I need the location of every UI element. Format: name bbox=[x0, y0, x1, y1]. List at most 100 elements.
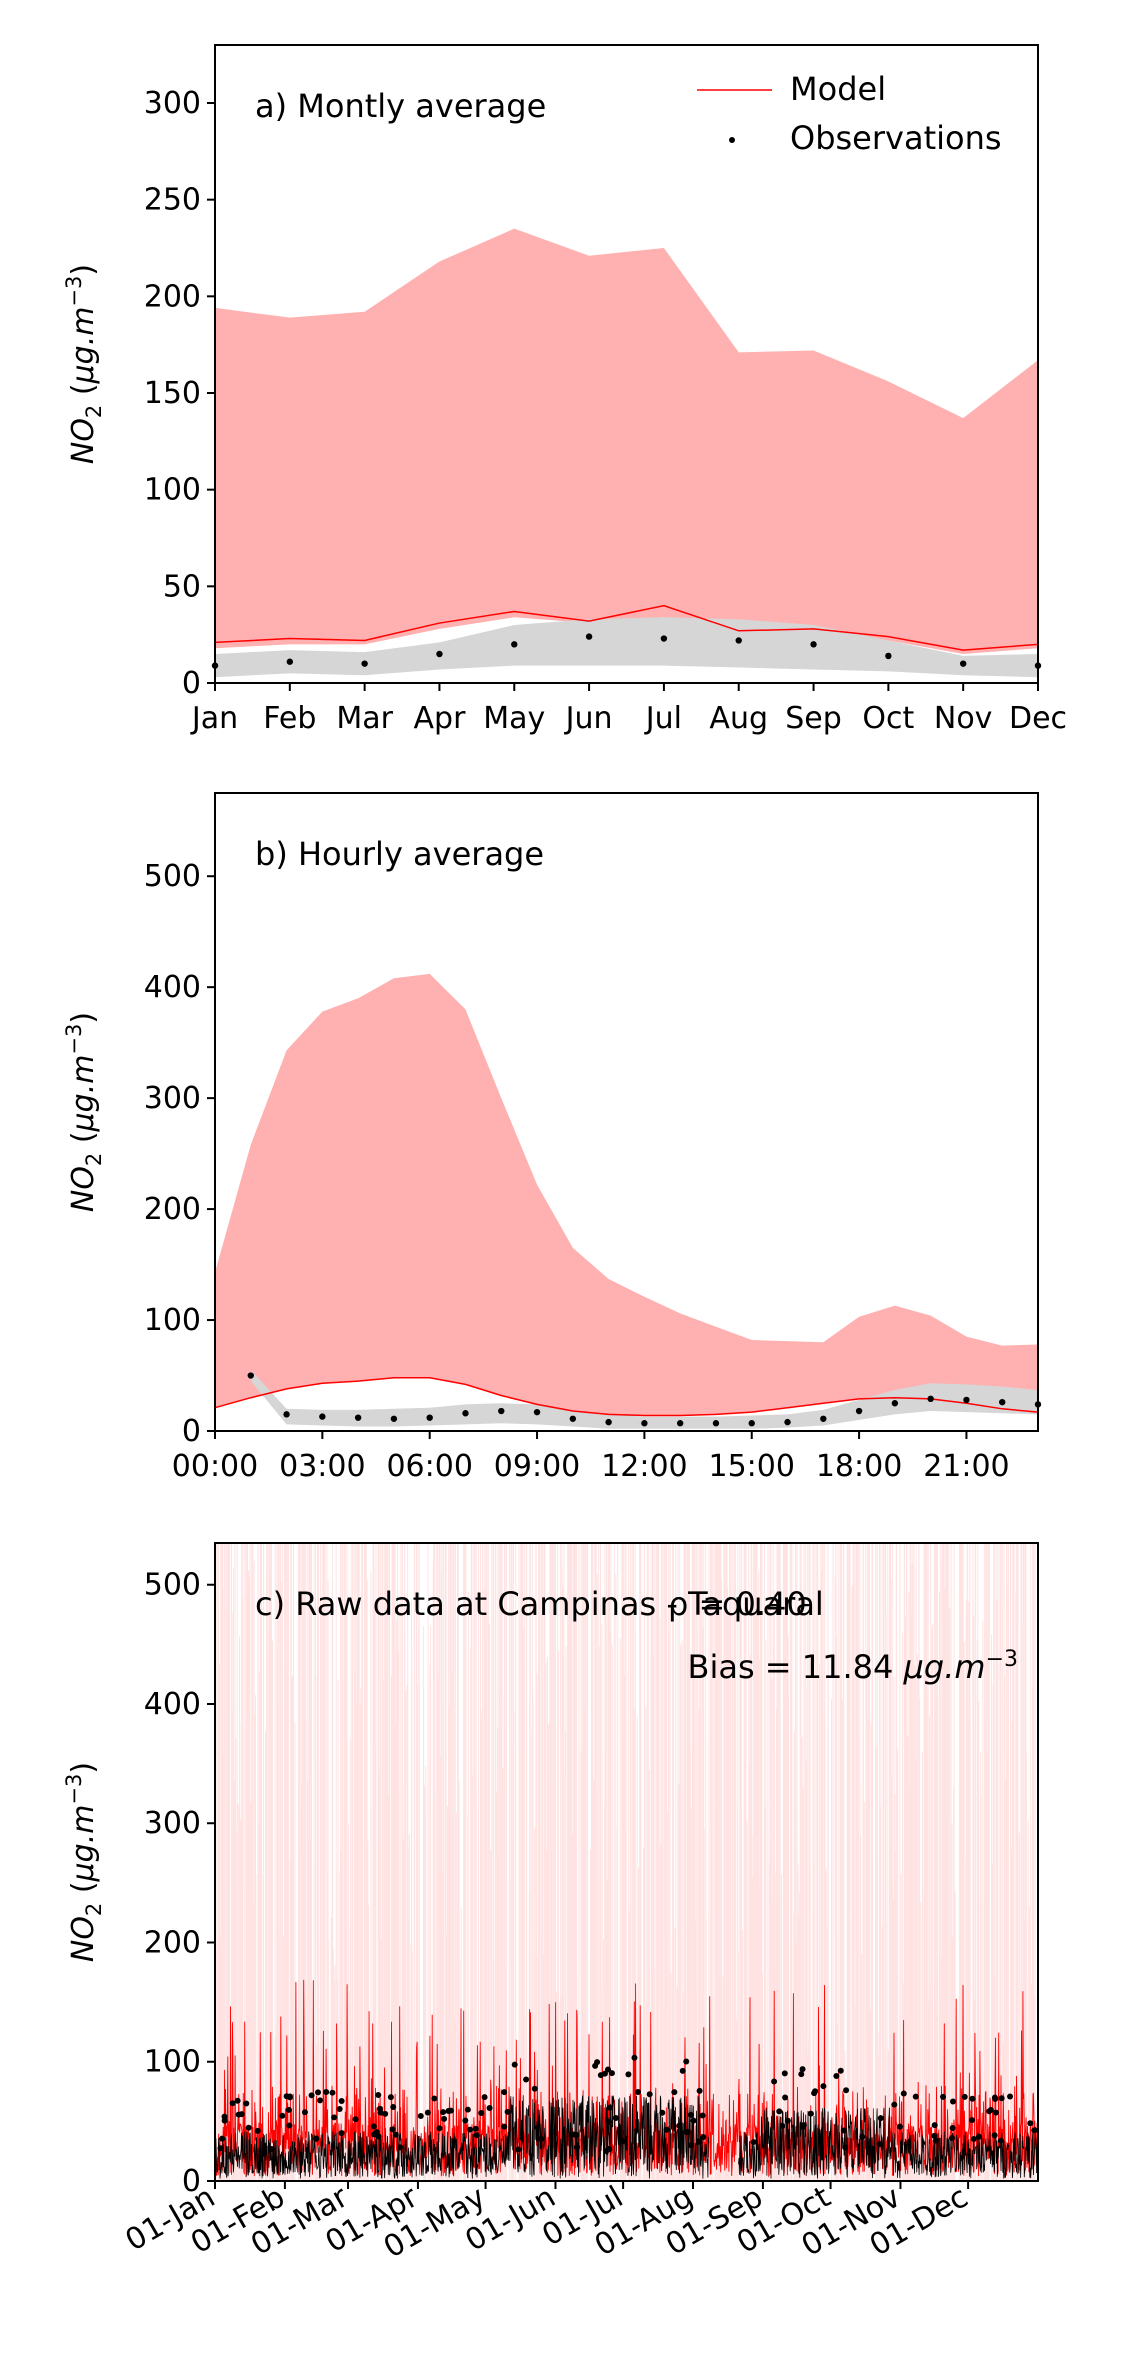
observation-peak-point bbox=[799, 2066, 806, 2073]
y-tick-label: 0 bbox=[182, 2164, 201, 2199]
observation-peak-point bbox=[377, 2105, 384, 2112]
observation-peak-point bbox=[961, 2093, 968, 2100]
observation-peak-point bbox=[268, 2146, 275, 2153]
observation-peak-point bbox=[900, 2090, 907, 2097]
observation-peak-point bbox=[842, 2144, 849, 2151]
observation-point bbox=[390, 1415, 398, 1422]
x-tick-label: 15:00 bbox=[709, 1449, 795, 1484]
observation-peak-point bbox=[317, 2097, 324, 2104]
observation-peak-point bbox=[859, 2133, 866, 2140]
observation-point bbox=[885, 652, 892, 660]
observation-point bbox=[426, 1414, 433, 1421]
y-tick-label: 400 bbox=[144, 1687, 201, 1722]
observation-peak-point bbox=[285, 2106, 292, 2113]
hourly-axes-frame bbox=[214, 792, 1039, 1432]
raw-y-label: NO2 (μg.m−3) bbox=[62, 1762, 106, 1962]
x-tick-label: 06:00 bbox=[386, 1449, 472, 1484]
observation-peak-point bbox=[523, 2076, 530, 2083]
observation-peak-point bbox=[245, 2124, 252, 2131]
observation-peak-point bbox=[700, 2134, 707, 2141]
observation-peak-point bbox=[750, 2139, 757, 2146]
model-range-band bbox=[215, 228, 1038, 654]
x-tick-label: 09:00 bbox=[494, 1449, 580, 1484]
observation-point bbox=[319, 1413, 326, 1420]
observation-peak-point bbox=[696, 2138, 703, 2145]
y-tick-label: 300 bbox=[144, 1806, 201, 1841]
observation-peak-point bbox=[619, 2137, 626, 2144]
observation-peak-point bbox=[992, 2109, 999, 2116]
legend: Model Observations bbox=[697, 70, 1002, 157]
observation-peak-point bbox=[631, 2054, 638, 2061]
observation-peak-point bbox=[573, 2144, 580, 2151]
observation-point bbox=[585, 633, 593, 640]
monthly-axes-frame bbox=[214, 44, 1039, 684]
observation-peak-point bbox=[833, 2072, 840, 2079]
observation-peak-point bbox=[336, 2105, 343, 2112]
observation-peak-point bbox=[696, 2087, 703, 2094]
hourly-title: b) Hourly average bbox=[255, 835, 544, 873]
y-tick-label: 500 bbox=[144, 859, 201, 894]
observation-peak-point bbox=[424, 2109, 431, 2116]
legend-model-label: Model bbox=[790, 70, 886, 108]
observation-point bbox=[999, 1398, 1006, 1406]
observation-peak-point bbox=[798, 2071, 805, 2078]
raw-axes-frame bbox=[214, 1542, 1039, 2182]
x-tick-label: 00:00 bbox=[172, 1449, 258, 1484]
bias-annotation: Bias = 11.84 μg.m−3 bbox=[687, 1647, 1018, 1686]
panel-raw: 0 100 200 300 400 500 01-Jan01-Feb01-Mar01-Ap… bbox=[62, 1542, 1039, 2265]
observation-peak-point bbox=[940, 2093, 947, 2100]
observation-point bbox=[820, 1415, 827, 1422]
y-tick-label: 200 bbox=[144, 279, 201, 314]
observation-peak-point bbox=[975, 2133, 982, 2140]
y-tick-label: 100 bbox=[144, 1303, 201, 1338]
observation-peak-point bbox=[440, 2109, 447, 2116]
observation-peak-point bbox=[501, 2123, 508, 2130]
observation-peak-point bbox=[481, 2094, 488, 2101]
hourly-x-axis: 00:00 03:00 06:00 09:00 12:00 15:00 18:00 21:00 bbox=[172, 1431, 1010, 1484]
observation-peak-point bbox=[370, 2123, 377, 2130]
observation-peak-point bbox=[683, 2058, 690, 2065]
y-tick-label: 200 bbox=[144, 1925, 201, 1960]
monthly-title: a) Montly average bbox=[255, 87, 546, 125]
observation-peak-point bbox=[467, 2126, 474, 2133]
observation-point bbox=[660, 635, 668, 642]
observation-peak-point bbox=[608, 2070, 615, 2077]
observation-point bbox=[748, 1420, 755, 1427]
observation-peak-point bbox=[390, 2104, 397, 2111]
observation-peak-point bbox=[891, 2101, 898, 2108]
model-mean-line bbox=[214, 604, 1039, 651]
observation-peak-point bbox=[987, 2106, 994, 2113]
x-tick-label: May bbox=[483, 701, 545, 736]
x-tick-label: Sep bbox=[785, 701, 842, 736]
observation-point bbox=[286, 658, 294, 665]
observation-peak-point bbox=[473, 2132, 480, 2139]
observation-point bbox=[641, 1420, 648, 1427]
observation-peak-point bbox=[308, 2092, 315, 2099]
observation-peak-point bbox=[948, 2134, 955, 2141]
observation-peak-point bbox=[612, 2114, 619, 2121]
observation-peak-point bbox=[338, 2130, 345, 2137]
observation-peak-point bbox=[663, 2126, 670, 2133]
x-tick-label: Jan bbox=[190, 701, 238, 736]
y-tick-label: 250 bbox=[144, 183, 201, 218]
observation-peak-point bbox=[782, 2094, 789, 2101]
observation-point bbox=[498, 1407, 505, 1415]
observation-point bbox=[462, 1410, 469, 1417]
y-tick-label: 50 bbox=[163, 569, 201, 604]
observation-peak-point bbox=[371, 2131, 378, 2138]
observation-peak-point bbox=[464, 2106, 471, 2113]
observation-peak-point bbox=[812, 2088, 819, 2095]
observation-peak-point bbox=[605, 2118, 612, 2125]
observation-peak-point bbox=[486, 2104, 493, 2111]
observation-peak-point bbox=[679, 2067, 686, 2074]
observation-peak-point bbox=[515, 2146, 522, 2153]
observation-point bbox=[569, 1415, 577, 1422]
observation-peak-point bbox=[843, 2087, 850, 2094]
observation-peak-point bbox=[1007, 2093, 1014, 2100]
observation-peak-point bbox=[472, 2125, 479, 2132]
observation-peak-point bbox=[840, 2127, 847, 2134]
observations-raw-line bbox=[214, 2095, 1038, 2179]
observation-peak-point bbox=[573, 2131, 580, 2138]
observation-peak-point bbox=[217, 2145, 224, 2152]
observation-peak-point bbox=[931, 2132, 938, 2139]
